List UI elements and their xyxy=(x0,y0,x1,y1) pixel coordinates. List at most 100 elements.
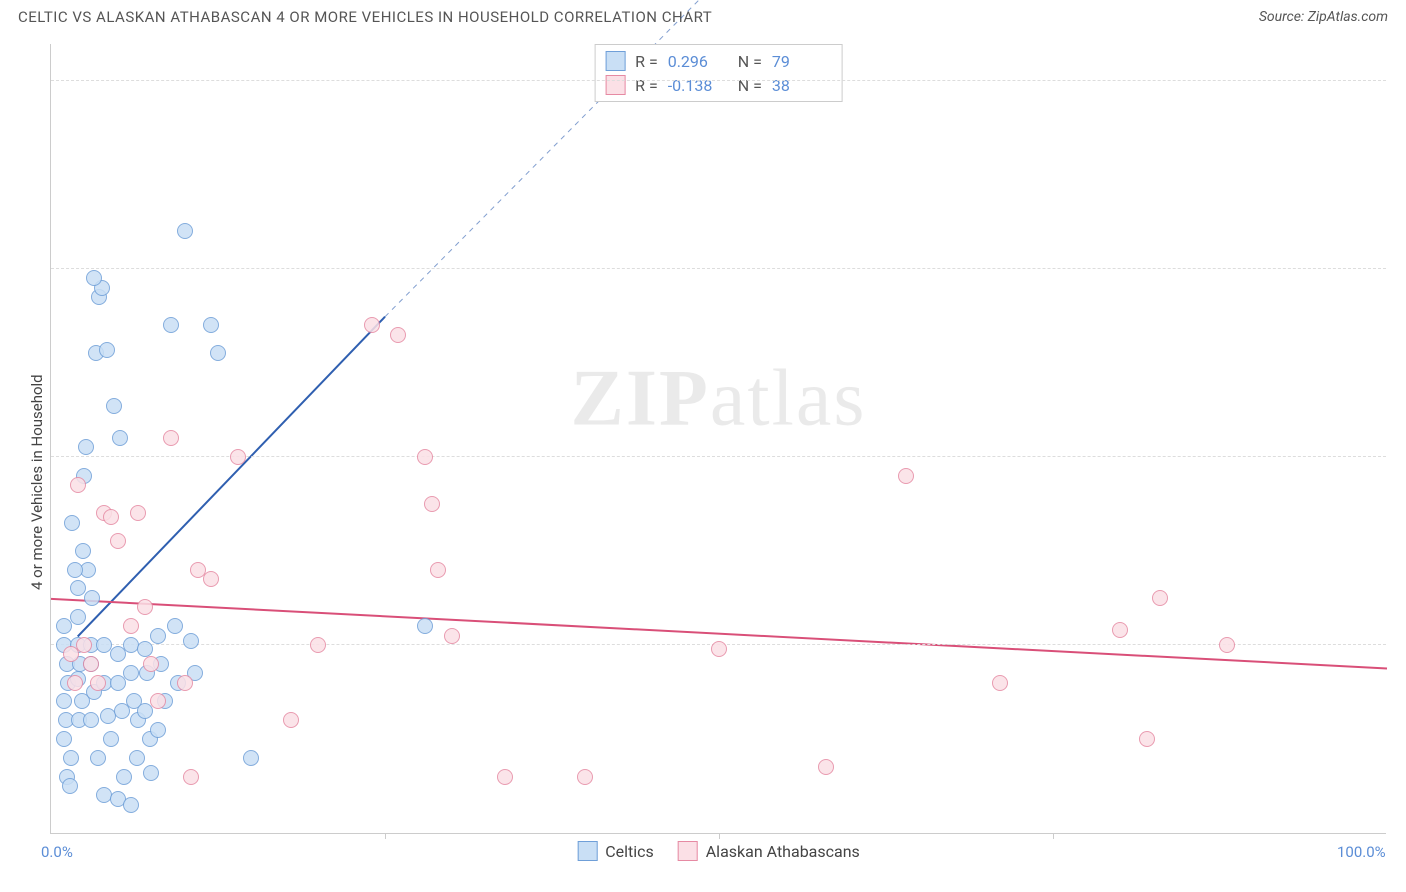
data-point xyxy=(1139,731,1155,747)
data-point xyxy=(67,675,83,691)
x-tick-mark xyxy=(385,833,386,839)
data-point xyxy=(130,505,146,521)
data-point xyxy=(283,712,299,728)
data-point xyxy=(150,693,166,709)
data-point xyxy=(417,449,433,465)
data-point xyxy=(112,430,128,446)
data-point xyxy=(83,656,99,672)
x-tick-mark xyxy=(719,833,720,839)
r-value-celtics: 0.296 xyxy=(668,52,728,71)
data-point xyxy=(116,769,132,785)
data-point xyxy=(992,675,1008,691)
data-point xyxy=(123,665,139,681)
chart-title: CELTIC VS ALASKAN ATHABASCAN 4 OR MORE V… xyxy=(18,8,712,26)
grid-line xyxy=(51,268,1386,269)
n-value-athabascans: 38 xyxy=(772,76,832,95)
grid-line xyxy=(51,456,1386,457)
legend-item-celtics: Celtics xyxy=(577,841,654,861)
data-point xyxy=(243,750,259,766)
data-point xyxy=(137,641,153,657)
data-point xyxy=(444,628,460,644)
data-point xyxy=(417,618,433,634)
scatter-chart: ZIPatlas R = 0.296 N = 79 R = -0.138 N =… xyxy=(50,44,1386,834)
data-point xyxy=(150,722,166,738)
r-label: R = xyxy=(635,76,658,95)
data-point xyxy=(137,599,153,615)
data-point xyxy=(56,693,72,709)
data-point xyxy=(76,637,92,653)
legend-item-athabascans: Alaskan Athabascans xyxy=(678,841,860,861)
n-value-celtics: 79 xyxy=(772,52,832,71)
data-point xyxy=(177,675,193,691)
data-point xyxy=(143,656,159,672)
data-point xyxy=(203,317,219,333)
n-label: N = xyxy=(738,52,762,71)
r-label: R = xyxy=(635,52,658,71)
data-point xyxy=(430,562,446,578)
data-point xyxy=(163,317,179,333)
y-tick-label: 40.0% xyxy=(1391,54,1406,72)
legend-label-celtics: Celtics xyxy=(605,842,654,861)
data-point xyxy=(75,543,91,559)
data-point xyxy=(62,778,78,794)
data-point xyxy=(424,496,440,512)
data-point xyxy=(63,750,79,766)
data-point xyxy=(86,270,102,286)
data-point xyxy=(106,398,122,414)
data-point xyxy=(390,327,406,343)
source-attribution: Source: ZipAtlas.com xyxy=(1259,9,1388,25)
data-point xyxy=(84,590,100,606)
data-point xyxy=(1112,622,1128,638)
data-point xyxy=(123,618,139,634)
data-point xyxy=(150,628,166,644)
data-point xyxy=(711,641,727,657)
grid-line xyxy=(51,80,1386,81)
data-point xyxy=(310,637,326,653)
data-point xyxy=(78,439,94,455)
y-tick-label: 30.0% xyxy=(1391,242,1406,260)
legend-row-celtics: R = 0.296 N = 79 xyxy=(605,49,832,73)
legend-swatch-athabascans xyxy=(678,841,698,861)
data-point xyxy=(203,571,219,587)
data-point xyxy=(99,342,115,358)
data-point xyxy=(577,769,593,785)
r-value-athabascans: -0.138 xyxy=(668,76,728,95)
data-point xyxy=(163,430,179,446)
trend-lines xyxy=(51,44,1387,834)
data-point xyxy=(110,533,126,549)
data-point xyxy=(63,646,79,662)
data-point xyxy=(818,759,834,775)
data-point xyxy=(167,618,183,634)
data-point xyxy=(230,449,246,465)
data-point xyxy=(183,633,199,649)
data-point xyxy=(70,609,86,625)
data-point xyxy=(364,317,380,333)
legend-row-athabascans: R = -0.138 N = 38 xyxy=(605,73,832,97)
legend-swatch-celtics xyxy=(577,841,597,861)
y-tick-label: 10.0% xyxy=(1391,618,1406,636)
legend-swatch-athabascans xyxy=(605,75,625,95)
data-point xyxy=(103,509,119,525)
data-point xyxy=(83,712,99,728)
data-point xyxy=(67,562,83,578)
y-tick-label: 20.0% xyxy=(1391,430,1406,448)
data-point xyxy=(70,580,86,596)
data-point xyxy=(183,769,199,785)
x-tick-mark xyxy=(1053,833,1054,839)
data-point xyxy=(64,515,80,531)
data-point xyxy=(90,675,106,691)
data-point xyxy=(1152,590,1168,606)
title-bar: CELTIC VS ALASKAN ATHABASCAN 4 OR MORE V… xyxy=(0,0,1406,34)
data-point xyxy=(70,477,86,493)
data-point xyxy=(90,750,106,766)
data-point xyxy=(103,731,119,747)
data-point xyxy=(123,797,139,813)
data-point xyxy=(177,223,193,239)
correlation-legend: R = 0.296 N = 79 R = -0.138 N = 38 xyxy=(594,44,843,102)
data-point xyxy=(497,769,513,785)
y-axis-label: 4 or more Vehicles in Household xyxy=(28,374,46,590)
legend-label-athabascans: Alaskan Athabascans xyxy=(706,842,860,861)
legend-swatch-celtics xyxy=(605,51,625,71)
data-point xyxy=(56,731,72,747)
data-point xyxy=(210,345,226,361)
